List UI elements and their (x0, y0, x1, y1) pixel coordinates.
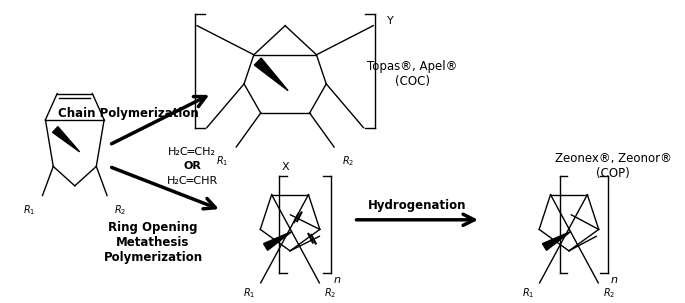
Text: $R_2$: $R_2$ (114, 203, 126, 217)
Polygon shape (543, 231, 571, 250)
Polygon shape (264, 231, 292, 250)
Text: $R_2$: $R_2$ (603, 286, 616, 300)
Text: $R_1$: $R_1$ (243, 286, 256, 300)
Text: $R_1$: $R_1$ (522, 286, 535, 300)
Text: $R_2$: $R_2$ (324, 286, 336, 300)
Text: Hydrogenation: Hydrogenation (368, 199, 466, 212)
Text: n: n (334, 275, 341, 285)
Text: OR: OR (184, 161, 201, 171)
Text: Zeonex®, Zeonor®
(COP): Zeonex®, Zeonor® (COP) (555, 152, 671, 180)
Text: $R_2$: $R_2$ (342, 154, 354, 168)
Text: n: n (611, 275, 618, 285)
Text: Ring Opening
Metathesis
Polymerization: Ring Opening Metathesis Polymerization (103, 221, 203, 264)
Text: X: X (282, 161, 289, 171)
Polygon shape (254, 58, 288, 91)
Text: Chain Polymerization: Chain Polymerization (58, 107, 199, 119)
Polygon shape (53, 127, 79, 152)
Text: $R_1$: $R_1$ (216, 154, 228, 168)
Text: $R_1$: $R_1$ (23, 203, 36, 217)
Text: Y: Y (387, 16, 394, 26)
Text: H₂C═CH₂: H₂C═CH₂ (169, 147, 216, 157)
Text: Topas®, Apel®
(COC): Topas®, Apel® (COC) (367, 60, 458, 88)
Text: H₂C═CHR: H₂C═CHR (166, 176, 218, 186)
